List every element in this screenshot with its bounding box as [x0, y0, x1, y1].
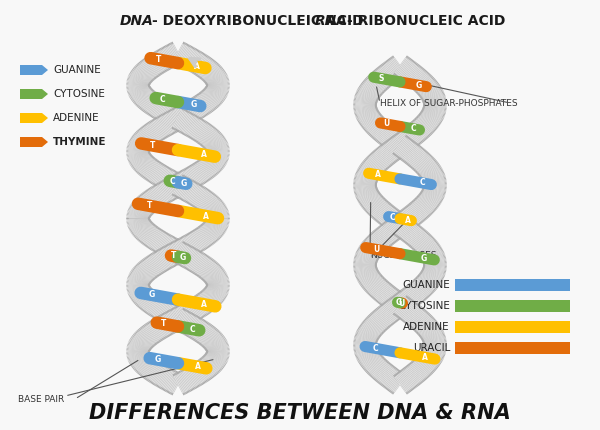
Text: G: G — [181, 179, 187, 188]
Text: A: A — [201, 150, 207, 159]
Text: HELIX OF SUGAR-PHOSPHATES: HELIX OF SUGAR-PHOSPHATES — [380, 98, 518, 108]
Text: A: A — [405, 215, 411, 224]
Text: G: G — [421, 254, 427, 263]
Text: T: T — [160, 319, 166, 328]
Polygon shape — [20, 113, 48, 123]
Polygon shape — [20, 89, 48, 99]
Text: C: C — [169, 177, 175, 186]
Text: C: C — [373, 344, 379, 353]
Text: CYTOSINE: CYTOSINE — [398, 301, 450, 311]
Text: ADENINE: ADENINE — [53, 113, 100, 123]
Text: - RIBONUCLEIC ACID: - RIBONUCLEIC ACID — [347, 14, 505, 28]
Text: T: T — [148, 201, 152, 210]
Text: ADENINE: ADENINE — [403, 322, 450, 332]
Text: BASE PAIR: BASE PAIR — [18, 396, 64, 405]
Text: S: S — [379, 74, 384, 83]
Text: RNA: RNA — [315, 14, 348, 28]
Polygon shape — [20, 65, 48, 75]
Text: G: G — [395, 298, 401, 307]
Text: NUCLEOBASES: NUCLEOBASES — [370, 251, 437, 259]
Text: C: C — [419, 178, 425, 187]
Text: T: T — [170, 252, 176, 261]
Text: A: A — [194, 62, 200, 71]
Text: U: U — [373, 245, 379, 254]
Text: G: G — [190, 100, 197, 109]
Text: THYMINE: THYMINE — [53, 137, 107, 147]
Text: A: A — [195, 362, 201, 371]
Text: C: C — [160, 95, 165, 104]
Text: T: T — [149, 141, 155, 150]
Text: T: T — [156, 55, 161, 64]
Polygon shape — [20, 137, 48, 147]
Bar — [455, 300, 570, 312]
Text: A: A — [203, 212, 209, 221]
Text: CYTOSINE: CYTOSINE — [53, 89, 105, 99]
Text: A: A — [201, 300, 207, 309]
Text: GUANINE: GUANINE — [53, 65, 101, 75]
Text: C: C — [190, 325, 196, 334]
Text: DIFFERENCES BETWEEN DNA & RNA: DIFFERENCES BETWEEN DNA & RNA — [89, 403, 511, 423]
Text: DNA: DNA — [120, 14, 154, 28]
Bar — [455, 342, 570, 354]
Text: U: U — [383, 120, 389, 129]
Text: A: A — [375, 170, 381, 179]
Text: G: G — [149, 290, 155, 299]
Text: U: U — [398, 298, 405, 307]
Text: - DEOXYRIBONUCLEIC ACID: - DEOXYRIBONUCLEIC ACID — [152, 14, 364, 28]
Bar — [455, 321, 570, 333]
Bar — [455, 279, 570, 291]
Text: URACIL: URACIL — [413, 343, 450, 353]
Text: G: G — [180, 253, 186, 262]
Text: G: G — [415, 81, 422, 90]
Text: G: G — [155, 355, 161, 364]
Text: GUANINE: GUANINE — [402, 280, 450, 290]
Text: C: C — [389, 213, 395, 222]
Text: A: A — [422, 353, 427, 362]
Text: C: C — [411, 124, 416, 133]
